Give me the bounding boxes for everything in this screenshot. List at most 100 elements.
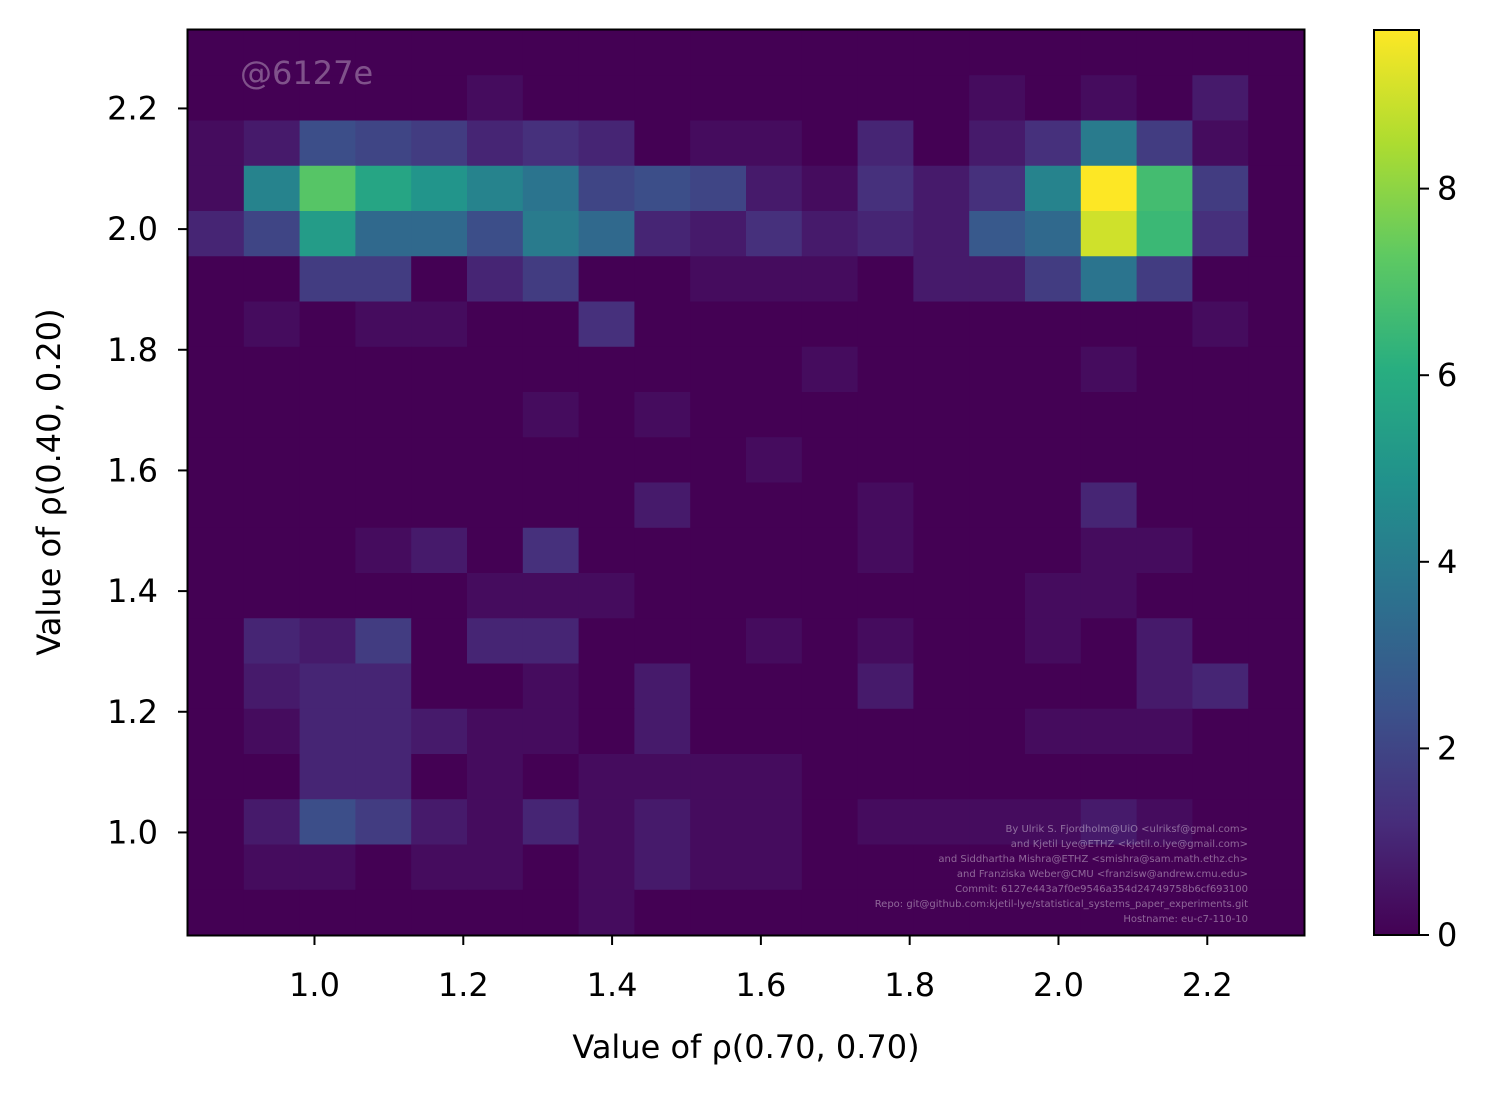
heatmap-cell	[969, 30, 1026, 76]
heatmap-cell	[1248, 708, 1305, 755]
heatmap-cell	[857, 346, 914, 393]
heatmap-cell	[634, 211, 691, 257]
heatmap-cell	[467, 211, 524, 257]
heatmap-cell	[243, 75, 301, 122]
heatmap-cell	[1248, 754, 1305, 800]
heatmap-cell	[188, 301, 245, 348]
colorbar	[1373, 29, 1420, 936]
heatmap-cell	[1192, 120, 1249, 167]
heatmap-cell	[857, 165, 914, 212]
heatmap-cell	[1136, 75, 1193, 122]
heatmap-cell	[411, 527, 468, 574]
heatmap-cell	[467, 573, 524, 619]
heatmap-cell	[634, 437, 691, 484]
heatmap-cell	[243, 482, 301, 529]
heatmap-cell	[690, 437, 747, 484]
heatmap-cell	[299, 256, 356, 303]
heatmap-cell	[634, 392, 691, 438]
watermark-text: @6127e	[240, 54, 373, 92]
heatmap-cell	[578, 437, 635, 484]
heatmap-cell	[801, 392, 859, 438]
heatmap-cell	[522, 708, 580, 755]
heatmap-cell	[411, 256, 468, 303]
heatmap-cell	[1248, 527, 1305, 574]
heatmap-cell	[801, 30, 859, 76]
heatmap-cell	[969, 618, 1026, 665]
heatmap-cell	[1192, 618, 1249, 665]
heatmap-cell	[243, 30, 301, 76]
heatmap-cell	[578, 844, 635, 891]
heatmap-cell	[411, 754, 468, 800]
heatmap-cell	[913, 482, 970, 529]
heatmap-cell	[467, 256, 524, 303]
heatmap-cell	[913, 618, 970, 665]
heatmap-cell	[857, 618, 914, 665]
heatmap-cell	[355, 663, 412, 710]
heatmap-cell	[801, 75, 859, 122]
heatmap-cell	[690, 573, 747, 619]
heatmap-cell	[578, 30, 635, 76]
heatmap-cell	[578, 120, 635, 167]
heatmap-cell	[913, 844, 970, 891]
y-tick-label: 1.2	[107, 693, 158, 731]
heatmap-cell	[634, 663, 691, 710]
heatmap-cell	[1192, 663, 1249, 710]
heatmap-cell	[801, 346, 859, 393]
heatmap-cell	[801, 256, 859, 303]
heatmap-cell	[746, 392, 803, 438]
heatmap-cell	[355, 392, 412, 438]
heatmap-cell	[411, 120, 468, 167]
heatmap-cell	[467, 708, 524, 755]
credit-line: and Kjetil Lye@ETHZ <kjetil.o.lye@gmail.…	[1011, 839, 1248, 850]
heatmap-cell	[1025, 618, 1082, 665]
heatmap-cell	[411, 211, 468, 257]
heatmap-cell	[522, 75, 580, 122]
heatmap-cell	[411, 663, 468, 710]
heatmap-cell	[969, 392, 1026, 438]
heatmap-cell	[690, 482, 747, 529]
heatmap-cell	[1136, 573, 1193, 619]
heatmap-cell	[746, 618, 803, 665]
heatmap-cell	[467, 663, 524, 710]
colorbar-tick-label: 0	[1437, 916, 1457, 954]
heatmap-cell	[634, 799, 691, 846]
heatmap-cell	[690, 799, 747, 846]
heatmap-cell	[1025, 392, 1082, 438]
heatmap-cell	[243, 256, 301, 303]
y-axis: 1.0 1.2 1.4 1.6 1.8 2.0 2.2	[107, 89, 188, 851]
heatmap-cell	[467, 799, 524, 846]
heatmap-cell	[578, 165, 635, 212]
heatmap-cell	[634, 618, 691, 665]
heatmap-cell	[801, 799, 859, 846]
heatmap-cell	[411, 618, 468, 665]
heatmap-cell	[634, 527, 691, 574]
heatmap-cell	[1192, 392, 1249, 438]
heatmap-cell	[746, 120, 803, 167]
heatmap-cell	[1192, 30, 1249, 76]
heatmap-cell	[578, 301, 635, 348]
heatmap-cell	[690, 256, 747, 303]
heatmap-cell	[746, 346, 803, 393]
heatmap-cell	[299, 754, 356, 800]
heatmap-cell	[411, 30, 468, 76]
heatmap-cell	[1248, 30, 1305, 76]
heatmap-cell	[522, 482, 580, 529]
heatmap-cell	[746, 211, 803, 257]
heatmap-cell	[299, 120, 356, 167]
heatmap-cell	[355, 30, 412, 76]
heatmap-cell	[1248, 392, 1305, 438]
heatmap-cell	[243, 165, 301, 212]
heatmap-cell	[690, 889, 747, 936]
heatmap-cell	[299, 799, 356, 846]
heatmap-cell	[1080, 844, 1138, 891]
heatmap-cell	[969, 256, 1026, 303]
heatmap-cell	[355, 211, 412, 257]
heatmap-cell	[1025, 165, 1082, 212]
heatmap-cell	[801, 301, 859, 348]
heatmap-cell	[690, 618, 747, 665]
heatmap-cell	[746, 482, 803, 529]
heatmap-cell	[1192, 165, 1249, 212]
heatmap-cell	[467, 618, 524, 665]
heatmap-cell	[746, 165, 803, 212]
heatmap-cell	[188, 120, 245, 167]
